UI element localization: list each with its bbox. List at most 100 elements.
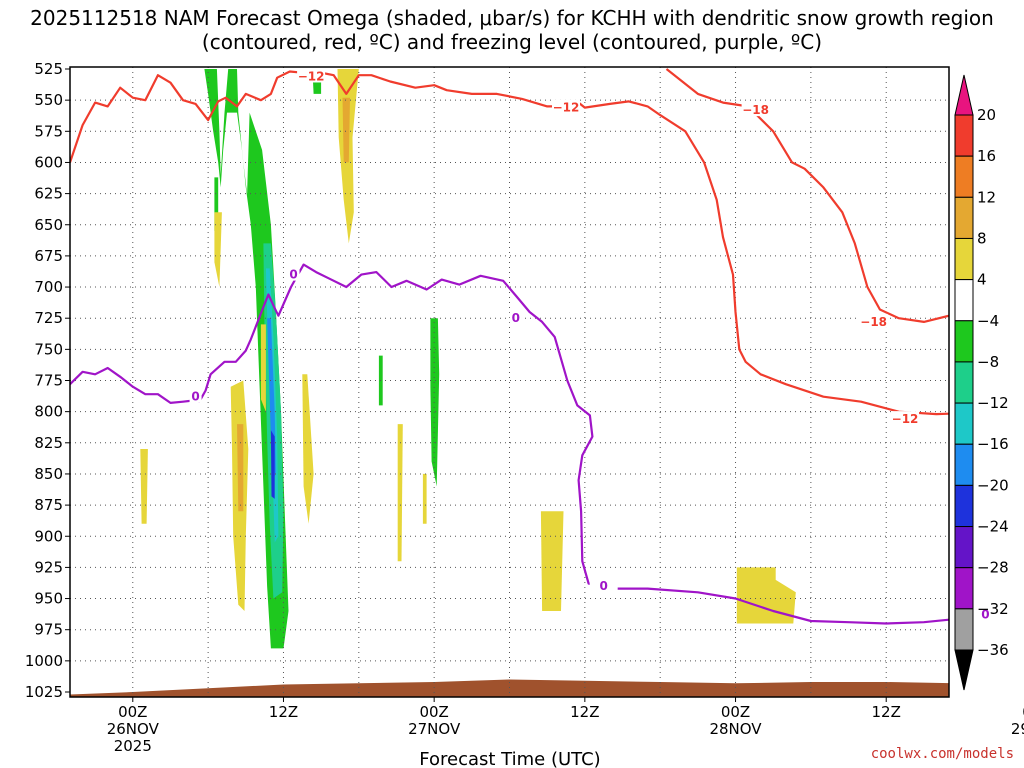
dendritic-minus12-upper-label: −12	[298, 69, 325, 83]
ytick-label-700: 700	[34, 278, 63, 296]
ytick-label-775: 775	[34, 372, 63, 390]
plot-frame	[69, 66, 950, 698]
y-axis: 525 550 575 600 625 650 675 700 725 750 775 800 825 8…	[25, 60, 70, 701]
colorbar-label-12: −32	[977, 600, 1009, 618]
colorbar-label-13: −36	[977, 641, 1009, 659]
contour-label-bg-5	[189, 388, 202, 403]
ytick-label-875: 875	[34, 496, 63, 514]
gridlines	[70, 67, 949, 697]
contour-label-bg-3	[287, 266, 300, 281]
xtick-label-3: 12Z	[570, 703, 599, 721]
contour-label-bg-4	[509, 310, 522, 325]
contour-label-bg-2	[859, 313, 888, 328]
colorbar-bin-8	[954, 402, 974, 445]
omega-downdraft-yellow-j	[736, 567, 796, 624]
colorbar-label-2: 12	[977, 188, 996, 206]
omega-downdraft-yellow-l	[1018, 69, 1024, 175]
colorbar-label-8: −16	[977, 435, 1009, 453]
colorbar-label-4: 4	[977, 271, 987, 289]
contour-label-3: 0	[289, 268, 297, 282]
ytick-label-675: 675	[34, 247, 63, 265]
freezing-level-0-label-bg	[589, 578, 618, 593]
chart-title: 2025112518 NAM Forecast Omega (shaded, μ…	[30, 6, 994, 54]
x-axis-title: Forecast Time (UTC)	[419, 749, 600, 768]
colorbar-label-5: −4	[977, 312, 999, 330]
omega-downdraft-yellow-c	[260, 324, 266, 412]
colorbar-bin-2	[954, 155, 974, 198]
contour-labels: −12 −18 0 −12 −12 −18 0 0 0 0	[189, 68, 992, 622]
colorbar-bin-3	[954, 196, 974, 239]
colorbar-label-0: 20	[977, 106, 996, 124]
colorbar-bin-5	[954, 279, 974, 322]
colorbar-bin-10	[954, 484, 974, 528]
contour-label-5: 0	[191, 390, 199, 404]
ytick-label-1025: 1025	[25, 683, 63, 701]
colorbar-label-10: −24	[977, 518, 1009, 536]
contour-label-bg-6	[979, 606, 992, 621]
colorbar: 20 16 12 8 4 −4 −8 −12 −16 −20 −24 −28 −32 −36	[954, 74, 1009, 691]
omega-updraft-column-green	[204, 69, 289, 649]
ytick-label-750: 750	[34, 340, 63, 358]
ytick-label-525: 525	[34, 60, 63, 78]
dendritic-minus18-label-bg	[741, 102, 770, 117]
xtick-year-0: 2025	[114, 737, 152, 755]
xtick-date-6: 29NOV	[1011, 720, 1024, 738]
colorbar-bin-7	[954, 361, 974, 404]
ytick-label-800: 800	[34, 403, 63, 421]
xtick-label-0: 00Z	[118, 703, 147, 721]
xtick-date-0: 26NOV	[107, 720, 160, 738]
contour-label-0: −12	[553, 101, 580, 115]
ytick-label-825: 825	[34, 434, 63, 452]
colorbar-bin-9	[954, 443, 974, 486]
xtick-label-2: 00Z	[419, 703, 448, 721]
colorbar-bin-13	[954, 608, 974, 651]
omega-updraft-green-strip-a	[430, 318, 440, 487]
dendritic-minus18	[665, 68, 949, 323]
colorbar-bin-14	[954, 649, 974, 691]
omega-downdraft-orange-a	[342, 97, 350, 163]
ytick-label-850: 850	[34, 465, 63, 483]
ytick-label-900: 900	[34, 527, 63, 545]
ytick-label-975: 975	[34, 621, 63, 639]
colorbar-label-1: 16	[977, 147, 996, 165]
contour-label-6: 0	[981, 608, 989, 622]
omega-downdraft-yellow-i	[540, 511, 564, 611]
xtick-date-4: 28NOV	[709, 720, 762, 738]
colorbar-label-9: −20	[977, 476, 1009, 494]
x-axis: 00Z26NOV202512Z00Z27NOV12Z00Z28NOV12Z00Z…	[107, 697, 1024, 755]
colorbar-label-11: −28	[977, 559, 1009, 577]
colorbar-label-6: −8	[977, 353, 999, 371]
ytick-label-600: 600	[34, 153, 63, 171]
ytick-label-550: 550	[34, 91, 63, 109]
colorbar-bin-1	[954, 114, 974, 157]
omega-downdraft-yellow-e	[397, 424, 403, 562]
omega-downdraft-yellow-f	[422, 473, 427, 524]
terrain-fill	[70, 679, 949, 697]
contour-label-2: −18	[860, 315, 887, 329]
ytick-label-725: 725	[34, 309, 63, 327]
colorbar-bin-6	[954, 320, 974, 363]
omega-updraft-navy	[270, 430, 275, 499]
dendritic-minus12-upper-label-bg	[297, 68, 326, 83]
contour-label-1: −12	[892, 412, 919, 426]
colorbar-label-3: 8	[977, 229, 987, 247]
omega-downdraft-yellow-d	[302, 374, 314, 524]
omega-downdraft-orange-b	[237, 424, 244, 512]
colorbar-bin-12	[954, 567, 974, 610]
omega-shading	[140, 69, 1024, 649]
colorbar-bin-11	[954, 526, 974, 569]
ytick-label-575: 575	[34, 122, 63, 140]
colorbar-label-7: −12	[977, 394, 1009, 412]
freezing-level-0-label: 0	[599, 579, 607, 593]
dendritic-minus12-upper	[70, 70, 949, 416]
omega-downdraft-yellow-h	[214, 212, 222, 287]
credit-text: coolwx.com/models	[871, 746, 1014, 762]
xtick-date-2: 27NOV	[408, 720, 461, 738]
dendritic-minus18-label: −18	[742, 103, 769, 117]
colorbar-bin-0	[954, 74, 974, 116]
xtick-label-6: 00Z	[1022, 703, 1024, 721]
contour-label-bg-0	[552, 99, 581, 114]
ytick-label-625: 625	[34, 185, 63, 203]
xtick-label-1: 12Z	[269, 703, 298, 721]
colorbar-bin-4	[954, 237, 974, 281]
